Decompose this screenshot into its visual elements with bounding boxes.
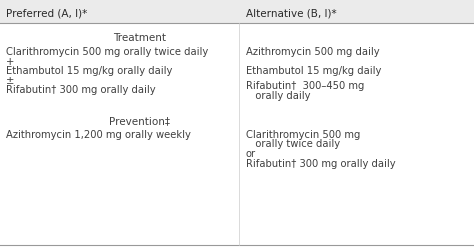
Text: Preferred (A, I)*: Preferred (A, I)* xyxy=(6,9,87,19)
Text: orally daily: orally daily xyxy=(246,91,310,101)
Bar xyxy=(0,0,474,23)
Text: or: or xyxy=(246,149,255,159)
Text: ±: ± xyxy=(6,76,14,86)
Text: Azithromycin 500 mg daily: Azithromycin 500 mg daily xyxy=(246,47,379,57)
Text: +: + xyxy=(6,57,14,67)
Text: Clarithromycin 500 mg orally twice daily: Clarithromycin 500 mg orally twice daily xyxy=(6,47,208,57)
Text: Treatment: Treatment xyxy=(113,33,166,43)
Text: Ethambutol 15 mg/kg orally daily: Ethambutol 15 mg/kg orally daily xyxy=(6,66,172,76)
Text: Alternative (B, I)*: Alternative (B, I)* xyxy=(246,9,336,19)
Text: Ethambutol 15 mg/kg daily: Ethambutol 15 mg/kg daily xyxy=(246,66,381,76)
Text: Rifabutin†  300–450 mg: Rifabutin† 300–450 mg xyxy=(246,82,364,91)
Text: Azithromycin 1,200 mg orally weekly: Azithromycin 1,200 mg orally weekly xyxy=(6,130,191,140)
Text: Rifabutin† 300 mg orally daily: Rifabutin† 300 mg orally daily xyxy=(6,85,155,95)
Text: orally twice daily: orally twice daily xyxy=(246,140,340,149)
Text: Rifabutin† 300 mg orally daily: Rifabutin† 300 mg orally daily xyxy=(246,159,395,168)
Text: Clarithromycin 500 mg: Clarithromycin 500 mg xyxy=(246,130,360,140)
Text: Prevention‡: Prevention‡ xyxy=(109,116,170,126)
